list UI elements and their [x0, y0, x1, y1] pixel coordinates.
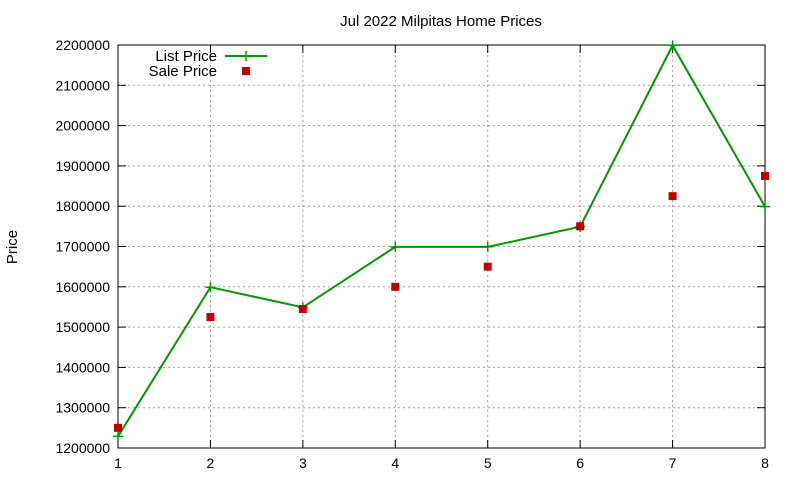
point-sale-price — [206, 313, 215, 322]
series-layer — [113, 40, 770, 442]
axis-ticks: 1200000 1300000 1400000 1500000 1600000 17000… — [55, 37, 769, 471]
y-tick-label: 2100000 — [55, 77, 110, 93]
x-tick-label: 4 — [391, 455, 399, 471]
x-tick-label: 1 — [114, 455, 122, 471]
point-sale-price — [576, 222, 585, 231]
point-sale-price — [298, 304, 307, 313]
point-list-price — [113, 431, 123, 442]
y-tick-label: 1800000 — [55, 198, 110, 214]
point-list-price — [390, 241, 401, 252]
plot-frame — [117, 44, 766, 449]
point-list-price — [482, 241, 493, 252]
y-tick-label: 1500000 — [55, 319, 110, 335]
legend-label-sale-price: Sale Price — [149, 63, 217, 80]
legend-marker-sale-price — [242, 67, 250, 75]
y-tick-label: 1700000 — [55, 239, 110, 255]
point-list-price — [667, 40, 678, 51]
point-list-price — [760, 201, 770, 212]
y-tick-label: 1200000 — [55, 440, 110, 456]
point-sale-price — [761, 171, 769, 180]
point-sale-price — [391, 282, 400, 291]
y-tick-label: 1300000 — [55, 400, 110, 416]
point-sale-price — [668, 192, 677, 201]
chart-title: Jul 2022 Milpitas Home Prices — [340, 13, 542, 30]
point-sale-price — [483, 262, 492, 271]
y-tick-label: 2000000 — [55, 118, 110, 134]
y-tick-label: 1400000 — [55, 359, 110, 375]
legend: List Price Sale Price — [149, 48, 267, 80]
point-sale-price — [114, 423, 122, 432]
x-tick-label: 2 — [207, 455, 215, 471]
legend-label-list-price: List Price — [155, 48, 217, 65]
x-tick-label: 7 — [669, 455, 677, 471]
y-tick-label: 1900000 — [55, 158, 110, 174]
y-tick-label: 2200000 — [55, 37, 110, 53]
legend-marker-list-price — [241, 51, 251, 61]
series-line-list-price — [117, 43, 766, 437]
y-axis-title: Price — [4, 230, 21, 264]
x-tick-label: 3 — [299, 455, 307, 471]
x-tick-label: 8 — [761, 455, 769, 471]
x-tick-label: 5 — [484, 455, 492, 471]
point-list-price — [205, 282, 216, 293]
y-tick-label: 1600000 — [55, 279, 110, 295]
x-tick-label: 6 — [576, 455, 584, 471]
